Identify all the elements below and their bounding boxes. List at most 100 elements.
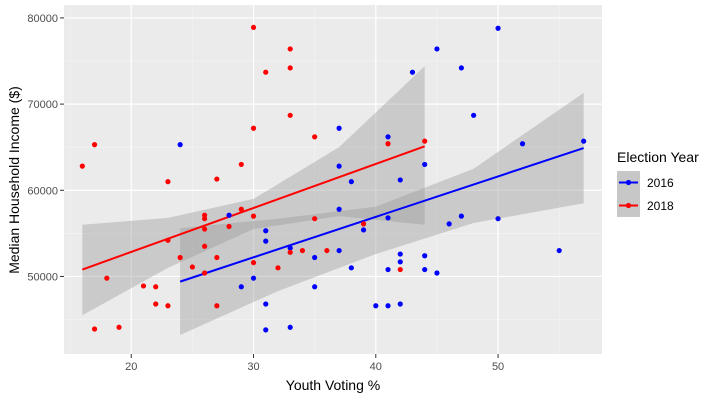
data-point-2018 <box>299 247 306 254</box>
data-point-2018 <box>91 326 98 332</box>
data-point-2016 <box>263 301 269 307</box>
data-point-2018 <box>324 247 330 254</box>
data-point-2018 <box>214 303 220 309</box>
data-point-2018 <box>250 260 257 266</box>
data-point-2018 <box>312 134 318 140</box>
legend-point-2016 <box>625 179 632 186</box>
data-point-2018 <box>238 206 244 212</box>
data-point-2016 <box>397 259 403 265</box>
legend-label-2018: 2018 <box>647 199 674 213</box>
data-point-2018 <box>250 213 257 219</box>
data-point-2016 <box>397 301 403 307</box>
data-point-2016 <box>422 161 428 168</box>
data-point-2016 <box>312 254 318 261</box>
data-point-2016 <box>336 247 342 254</box>
data-point-2016 <box>556 247 562 254</box>
data-point-2016 <box>385 303 391 309</box>
data-point-2016 <box>373 303 379 309</box>
data-point-2018 <box>385 141 391 147</box>
data-point-2016 <box>519 141 526 147</box>
data-point-2016 <box>177 142 183 148</box>
data-point-2016 <box>446 221 452 227</box>
data-point-2016 <box>336 163 342 169</box>
trend-line-2018 <box>82 145 426 271</box>
data-point-2016 <box>312 284 318 290</box>
data-point-2018 <box>422 138 428 144</box>
y-tick-label: 70000 <box>27 99 58 111</box>
data-point-2016 <box>336 206 342 212</box>
data-point-2018 <box>177 254 183 261</box>
data-point-2016 <box>263 228 269 234</box>
data-point-2016 <box>348 265 354 271</box>
data-point-2016 <box>385 215 391 221</box>
data-point-2016 <box>434 46 440 52</box>
legend-point-2018 <box>625 202 632 209</box>
data-point-2018 <box>214 176 220 182</box>
data-point-2016 <box>458 65 464 71</box>
data-point-2018 <box>153 284 159 290</box>
data-point-2018 <box>287 112 293 118</box>
data-point-2016 <box>385 266 391 273</box>
y-axis-ticks: 50000 60000 70000 80000 <box>27 13 64 283</box>
data-point-2018 <box>165 179 171 185</box>
trend-lines <box>82 145 584 283</box>
data-point-2016 <box>348 179 354 185</box>
legend-label-2016: 2016 <box>647 176 674 190</box>
data-point-2016 <box>385 134 391 140</box>
data-point-2018 <box>202 270 208 276</box>
data-point-2016 <box>495 216 501 222</box>
data-point-2018 <box>287 46 293 52</box>
data-point-2018 <box>287 249 293 255</box>
legend-items: 2016 2018 <box>617 171 674 217</box>
data-point-2016 <box>422 266 428 273</box>
confidence-band-2018 <box>82 66 425 316</box>
data-points <box>79 24 587 333</box>
data-point-2018 <box>312 216 318 222</box>
y-axis-title: Median Household Income ($) <box>6 86 22 274</box>
data-point-2018 <box>140 283 147 289</box>
y-tick-label: 50000 <box>27 271 58 283</box>
data-point-2018 <box>275 265 281 271</box>
data-point-2016 <box>360 227 367 233</box>
x-tick-label: 40 <box>370 361 382 373</box>
data-point-2018 <box>250 24 257 31</box>
x-tick-label: 20 <box>125 361 137 373</box>
data-point-2018 <box>202 216 208 222</box>
data-point-2016 <box>581 138 587 144</box>
data-point-2018 <box>153 301 159 307</box>
data-point-2016 <box>495 25 501 31</box>
data-point-2018 <box>238 161 244 168</box>
y-tick-label: 80000 <box>27 13 58 25</box>
data-point-2018 <box>263 69 269 75</box>
trend-line-2016 <box>179 147 584 283</box>
data-point-2016 <box>263 238 269 244</box>
major-gridlines <box>64 5 602 354</box>
data-point-2016 <box>250 275 257 281</box>
data-point-2016 <box>422 253 428 259</box>
data-point-2016 <box>287 324 293 330</box>
data-point-2018 <box>165 303 171 309</box>
data-point-2016 <box>238 284 244 290</box>
minor-gridlines <box>64 5 602 354</box>
data-point-2016 <box>336 125 342 131</box>
data-point-2018 <box>214 254 220 261</box>
legend-title: Election Year <box>617 149 699 165</box>
data-point-2018 <box>91 142 98 148</box>
x-axis-ticks: 20 30 40 50 <box>125 354 504 373</box>
data-point-2016 <box>458 213 464 219</box>
data-point-2018 <box>226 223 232 230</box>
x-axis-title: Youth Voting % <box>286 377 380 393</box>
legend: Election Year 2016 2018 <box>617 149 699 217</box>
data-point-2018 <box>202 243 208 249</box>
x-tick-label: 30 <box>247 361 259 373</box>
data-point-2016 <box>287 245 293 251</box>
data-point-2016 <box>226 212 232 218</box>
data-point-2016 <box>409 69 416 75</box>
data-point-2016 <box>397 177 403 183</box>
data-point-2016 <box>471 112 477 118</box>
data-point-2018 <box>189 264 195 270</box>
data-point-2016 <box>397 251 403 257</box>
data-point-2018 <box>79 163 85 169</box>
data-point-2018 <box>116 324 122 330</box>
